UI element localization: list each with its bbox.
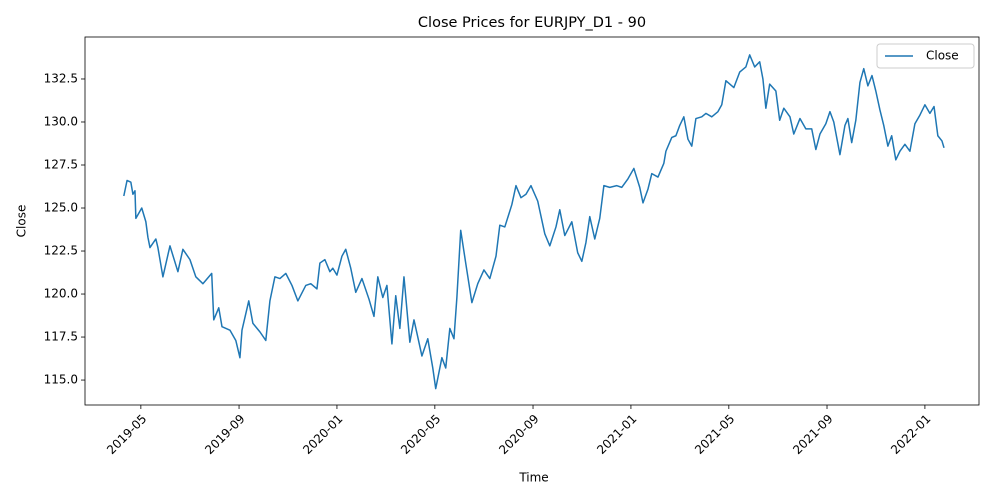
legend-label: Close xyxy=(926,49,959,63)
legend-box xyxy=(876,43,975,69)
y-tick-label: 130.0 xyxy=(44,114,78,128)
axes-frame xyxy=(84,36,980,406)
y-tick-label: 117.5 xyxy=(44,330,78,344)
y-axis-label: Close xyxy=(15,205,29,238)
y-tick-label: 115.0 xyxy=(44,373,78,387)
y-tick-label: 120.0 xyxy=(44,287,78,301)
line xyxy=(123,54,945,390)
chart-title: Close Prices for EURJPY_D1 - 90 xyxy=(418,15,646,31)
y-tick-label: 132.5 xyxy=(44,71,78,85)
x-axis-label: Time xyxy=(518,471,548,485)
y-tick-label: 127.5 xyxy=(44,158,78,172)
y-tick-label: 125.0 xyxy=(44,201,78,215)
y-tick-label: 122.5 xyxy=(44,244,78,258)
